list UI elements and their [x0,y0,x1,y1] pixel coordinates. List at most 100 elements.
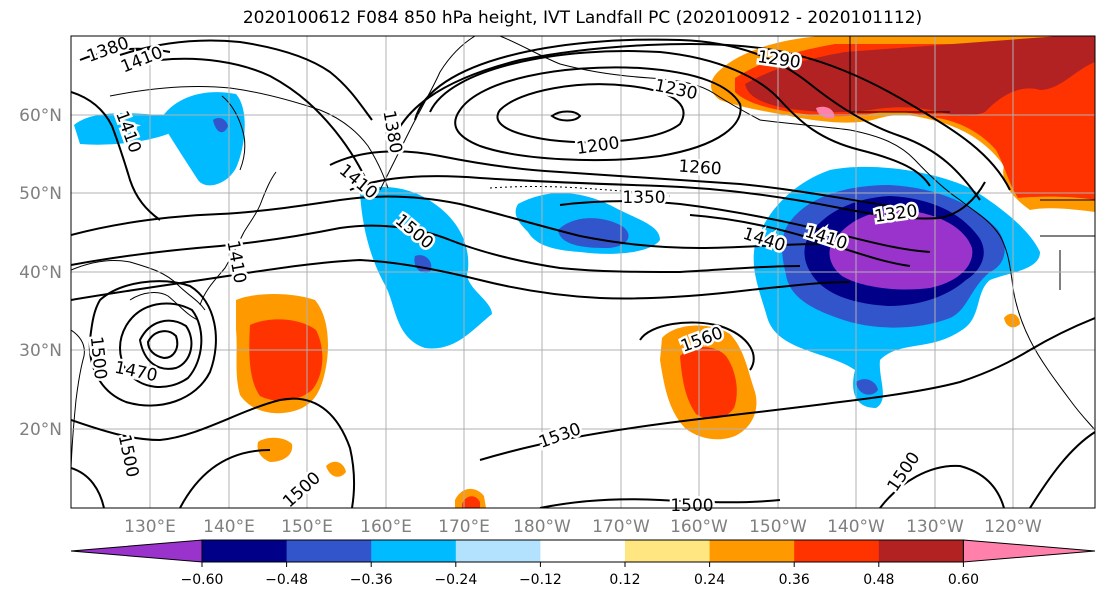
colorbar-segment [540,540,626,562]
ivt-shade-blob [326,461,346,477]
ivt-shade-blob [680,347,737,419]
colorbar-segment [286,540,372,562]
asia-coast [71,259,206,311]
japan-coast [199,231,245,306]
longitude-label: 150°W [749,517,807,537]
longitude-label: 140°W [827,517,885,537]
contour-line [429,50,931,187]
ivt-shade-blob [829,209,973,290]
colorbar-tick-label: 0.24 [694,572,725,588]
contour-line [79,47,171,61]
longitude-label: 130°W [906,517,964,537]
colorbar-outline [201,539,964,563]
ivt-shade-blob [1004,313,1020,328]
colorbar-segment [794,540,880,562]
latitude-label: 60°N [19,106,62,126]
latitude-label: 50°N [19,184,62,204]
ivt-shade-blob [74,113,179,145]
ivt-shade-blob [745,36,1095,116]
contour-line [119,302,203,389]
contour-line [71,397,355,508]
longitude-label: 120°W [984,517,1042,537]
colorbar-tick-label: 0.48 [863,572,894,588]
ivt-shade-blob [257,437,293,462]
colorbar-tick-label: 0.36 [779,572,810,588]
ivt-shade-blob [249,319,323,401]
colorbar-segment [455,540,541,562]
ivt-negative-shading [74,92,1040,408]
aleutian-chain [489,186,671,197]
okhotsk-coast [109,85,389,189]
contour-label: 1350 [622,188,665,208]
contour-line [689,214,911,267]
ivt-shade-blob [462,496,480,508]
colorbar-tick-label: −0.36 [350,572,393,588]
china-coast [71,329,85,471]
longitude-label: 160°W [670,517,728,537]
ivt-shade-blob [856,379,878,395]
contour-label: 1500 [670,496,713,516]
contour-line [1029,431,1095,508]
contour-line [138,319,193,370]
longitude-label: 170°E [438,517,490,537]
contour-line [179,449,271,508]
sakhalin-coast [221,95,246,171]
colorbar-extend-low [70,539,203,563]
contour-line [550,110,582,122]
contour-line [88,280,217,407]
contour-line [71,91,161,221]
contour-line [454,66,742,162]
ivt-shade-blob [213,118,228,133]
latitude-labels: 60°N 50°N 40°N 30°N 20°N [19,106,62,440]
colorbar-tick-label: −0.60 [181,572,224,588]
contour-label: 1260 [678,157,723,180]
hokkaido-coast [243,171,277,233]
contour-line [479,317,1095,461]
colorbar-segment [709,540,795,562]
contour-line [389,43,1011,191]
colorbar-tick-label: 0.12 [609,572,640,588]
colorbar-segment [625,540,711,562]
contour-line [559,200,931,253]
contour-line [496,83,685,144]
contour-line [414,38,981,201]
north-america-coast [759,119,1095,431]
longitude-label: 170°W [592,517,650,537]
longitude-label: 150°E [281,517,333,537]
height-contours [71,38,1095,508]
colorbar: −0.60 −0.48 −0.36 −0.24 −0.12 0.12 0.24 0.36 0.4… [70,539,1096,588]
contour-line [539,498,781,508]
contour-line [71,195,821,250]
contour-line [119,39,373,121]
colorbar-tick-label: −0.48 [265,572,308,588]
colorbar-tick-label: 0.60 [948,572,979,588]
colorbar-extend-high [962,539,1096,563]
colorbar-segment [878,540,964,562]
map-title: 2020100612 F084 850 hPa height, IVT Land… [242,8,923,28]
contour-line [159,57,371,189]
longitude-label: 160°E [360,517,412,537]
latitude-label: 20°N [19,420,62,440]
contour-line [71,224,801,274]
contour-line [146,330,179,360]
ivt-positive-shading [236,36,1095,508]
contour-line [879,464,1005,508]
longitude-label: 130°E [124,517,176,537]
ivt-shade-blob [816,106,835,119]
contour-line [71,467,105,508]
colorbar-tick-label: −0.12 [519,572,562,588]
map-border [70,35,1096,509]
colorbar-segment [371,540,457,562]
contour-line [349,175,986,220]
latitude-label: 40°N [19,263,62,283]
contour-line [329,150,891,207]
colorbar-segment [202,540,288,562]
latitude-label: 30°N [19,341,62,361]
longitude-labels: 130°E 140°E 150°E 160°E 170°E 180°W 170°W 160°W… [124,517,1042,537]
kamchatka-coast [379,36,476,191]
longitude-label: 140°E [203,517,255,537]
contour-line [639,321,755,371]
longitude-label: 180°W [513,517,571,537]
korea-coast [129,292,199,321]
colorbar-tick-label: −0.24 [434,572,477,588]
